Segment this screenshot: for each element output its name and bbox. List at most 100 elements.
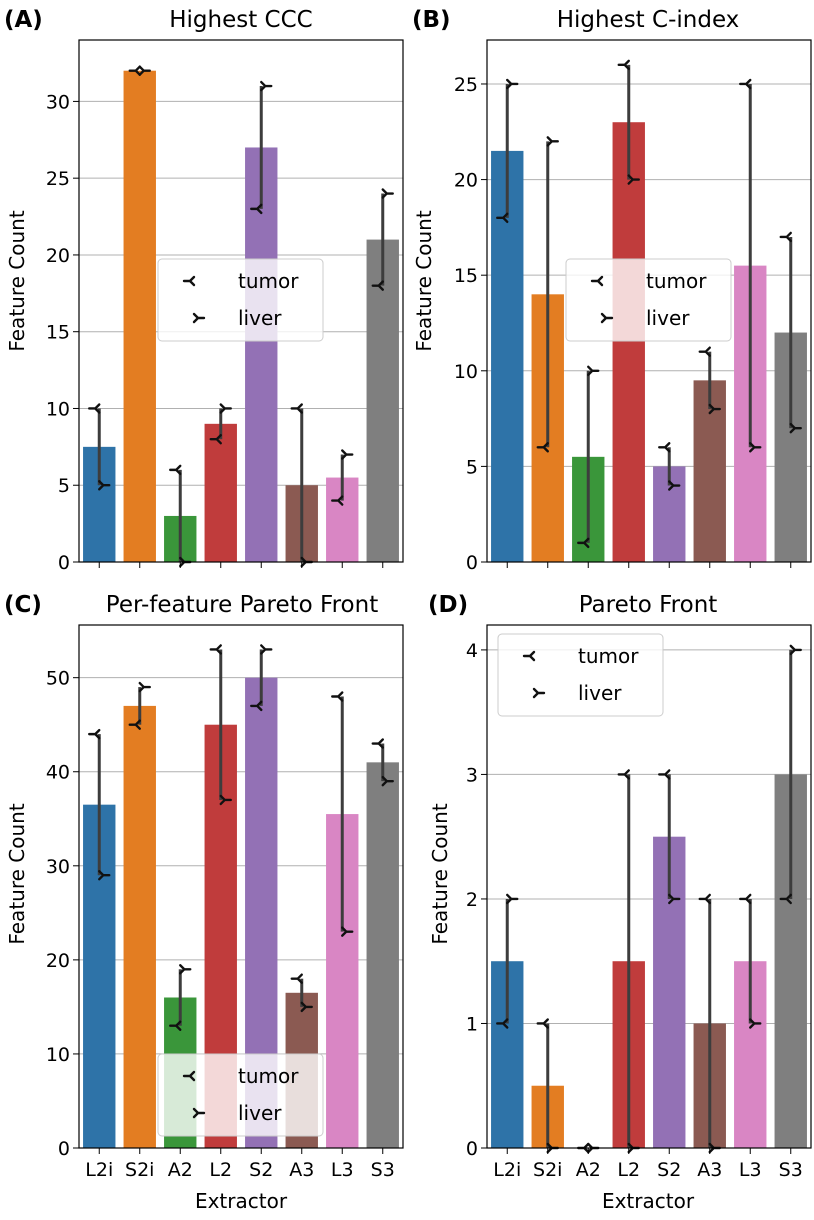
panel-d-tumor-marker-a3	[698, 893, 711, 905]
panel-c-error-bars	[88, 644, 394, 1031]
panel-d-liver-marker-l2i	[506, 893, 519, 905]
panel-b-legend-liver-label: liver	[646, 306, 690, 330]
panel-a-y-tick-label: 15	[46, 322, 70, 344]
panel-c-y-tick-label: 20	[46, 950, 70, 972]
panel-c-y-axis-label: Feature Count	[5, 803, 29, 944]
panel-c-tumor-marker-a2	[169, 1020, 182, 1031]
panel-c-x-ticks: L2i S2i A2 L2 S2 A3 L3 S3	[85, 1148, 395, 1181]
panel-d-legend-liver-label: liver	[578, 681, 622, 705]
panel-a-legend-liver-marker	[192, 312, 206, 324]
panel-b-y-axis-label: Feature Count	[412, 210, 436, 351]
panel-b-liver-marker-a3	[708, 403, 721, 415]
panel-d-y-tick-label: 4	[466, 640, 478, 662]
panel-a-liver-marker-s3	[381, 188, 394, 199]
panel-a-liver-marker-s2i	[138, 65, 151, 76]
panel-d-tumor-marker-l3	[739, 893, 752, 905]
panel-a-legend: tumor liver	[157, 258, 324, 342]
panel-c-x-tick-label-a3: A3	[289, 1159, 314, 1181]
panel-a-bar-s2	[245, 147, 278, 562]
panel-a-tumor-marker-l2	[209, 433, 222, 445]
panel-d-x-tick-label-s2i: S2i	[533, 1159, 562, 1181]
panel-c-tumor-marker-l2	[209, 644, 222, 655]
panel-b-legend-tumor-marker	[590, 275, 604, 287]
panel-c-y-tick-label: 50	[46, 668, 70, 690]
panel-b-liver-marker-l2i	[506, 78, 519, 90]
panel-b-tumor-marker-s2	[658, 442, 671, 453]
panel-d-y-tick-label: 1	[466, 1013, 478, 1035]
panel-c-y-ticks: 0 10 20 30 40 50	[46, 668, 79, 1160]
panel-d-y-tick-label: 3	[466, 764, 478, 786]
panel-a-tumor-marker-s2	[250, 203, 263, 215]
panel-d-y-ticks: 0 1 2 3 4	[466, 640, 487, 1160]
panel-a-y-tick-label: 5	[58, 475, 70, 497]
panel-d-axes-frame	[486, 624, 812, 1149]
panel-a-liver-marker-l3	[341, 449, 354, 460]
panel-d-x-tick-label-l2: L2	[617, 1159, 640, 1181]
panel-b-y-tick-label: 25	[454, 74, 478, 96]
panel-b-bar-l2i	[491, 150, 524, 562]
panel-b-liver-marker-l3	[749, 442, 762, 453]
panel-c-legend-tumor-marker	[182, 1070, 196, 1082]
panel-b-tumor-marker-l3	[739, 78, 752, 90]
panel-b: tumor liver 0 5 10 15 20 25 (B) Highest C-inde…	[412, 7, 812, 574]
panel-d-x-tick-label-l3: L3	[739, 1159, 762, 1181]
panel-b-y-tick-label: 15	[454, 265, 478, 287]
panel-a-tumor-marker-a3	[290, 403, 303, 414]
panel-c-label: (C)	[4, 592, 42, 618]
panel-b-y-tick-label: 5	[466, 456, 478, 478]
panel-d-y-tick-label: 2	[466, 889, 478, 911]
panel-a-tumor-marker-l2i	[88, 403, 101, 414]
panel-b-bar-a3	[693, 380, 726, 562]
panel-b-legend: tumor liver	[565, 258, 732, 342]
panel-c-legend-box	[157, 1053, 324, 1137]
panel-c-x-tick-label-l2: L2	[209, 1159, 232, 1181]
panel-c-liver-marker-s3	[381, 775, 394, 787]
panel-b-legend-box	[565, 258, 732, 342]
panel-c-y-tick-label: 30	[46, 856, 70, 878]
panel-a-title: Highest CCC	[169, 7, 313, 33]
panel-c-liver-marker-s2	[260, 644, 273, 655]
panel-b-error-bars	[496, 59, 802, 549]
panel-a-y-axis-label: Feature Count	[5, 210, 29, 351]
panel-d-y-tick-label: 0	[466, 1138, 478, 1160]
panel-a-label: (A)	[4, 7, 43, 33]
panel-d-legend-tumor-marker	[522, 650, 536, 662]
panel-c-liver-marker-s2i	[138, 681, 151, 693]
panel-a-legend-box	[157, 258, 324, 342]
panel-c-legend-liver-marker	[192, 1107, 206, 1119]
panel-b-legend-liver-marker	[600, 312, 614, 324]
panel-d-legend-liver-marker	[532, 687, 546, 699]
panel-b-tumor-marker-s2i	[536, 442, 549, 453]
panel-d-x-ticks: L2i S2i A2 L2 S2 A3 L3 S3	[493, 1148, 803, 1181]
panel-a-y-ticks: 0 5 10 15 20 25 30	[46, 91, 79, 574]
panel-a-bar-l2	[204, 423, 237, 562]
panel-d-liver-marker-s3	[789, 644, 802, 656]
panel-a-frame	[78, 39, 404, 563]
panel-c-frame	[78, 624, 404, 1149]
panel-b-y-ticks: 0 5 10 15 20 25	[454, 74, 487, 574]
panel-b-tumor-marker-a2	[577, 537, 590, 549]
panel-a-liver-marker-l2	[219, 403, 232, 414]
panel-d-tumor-marker-l2	[617, 769, 630, 780]
panel-b-y-tick-label: 0	[466, 552, 478, 574]
panel-d-legend-tumor-label: tumor	[578, 644, 639, 668]
panel-b-frame	[486, 39, 812, 563]
panel-d-bars	[491, 774, 807, 1148]
panel-d-x-tick-label-l2i: L2i	[493, 1159, 521, 1181]
panel-a-error-bars	[88, 65, 394, 568]
panel-b-tumor-marker-l2i	[496, 212, 509, 224]
panel-d-tumor-marker-l2i	[496, 1018, 509, 1029]
panel-c-y-tick-label: 40	[46, 762, 70, 784]
panel-a-liver-marker-l2i	[98, 480, 111, 491]
panel-c-bar-s2i	[123, 705, 156, 1148]
panel-b-x-ticks	[506, 562, 792, 568]
panel-a-legend-tumor-label: tumor	[238, 269, 299, 293]
panel-b-bar-l2	[612, 122, 645, 562]
panel-c-legend: tumor liver	[157, 1053, 324, 1137]
panel-d-label: (D)	[428, 592, 468, 618]
panel-b-liver-marker-s2i	[546, 136, 559, 147]
panel-c-x-tick-label-s2: S2	[249, 1159, 273, 1181]
